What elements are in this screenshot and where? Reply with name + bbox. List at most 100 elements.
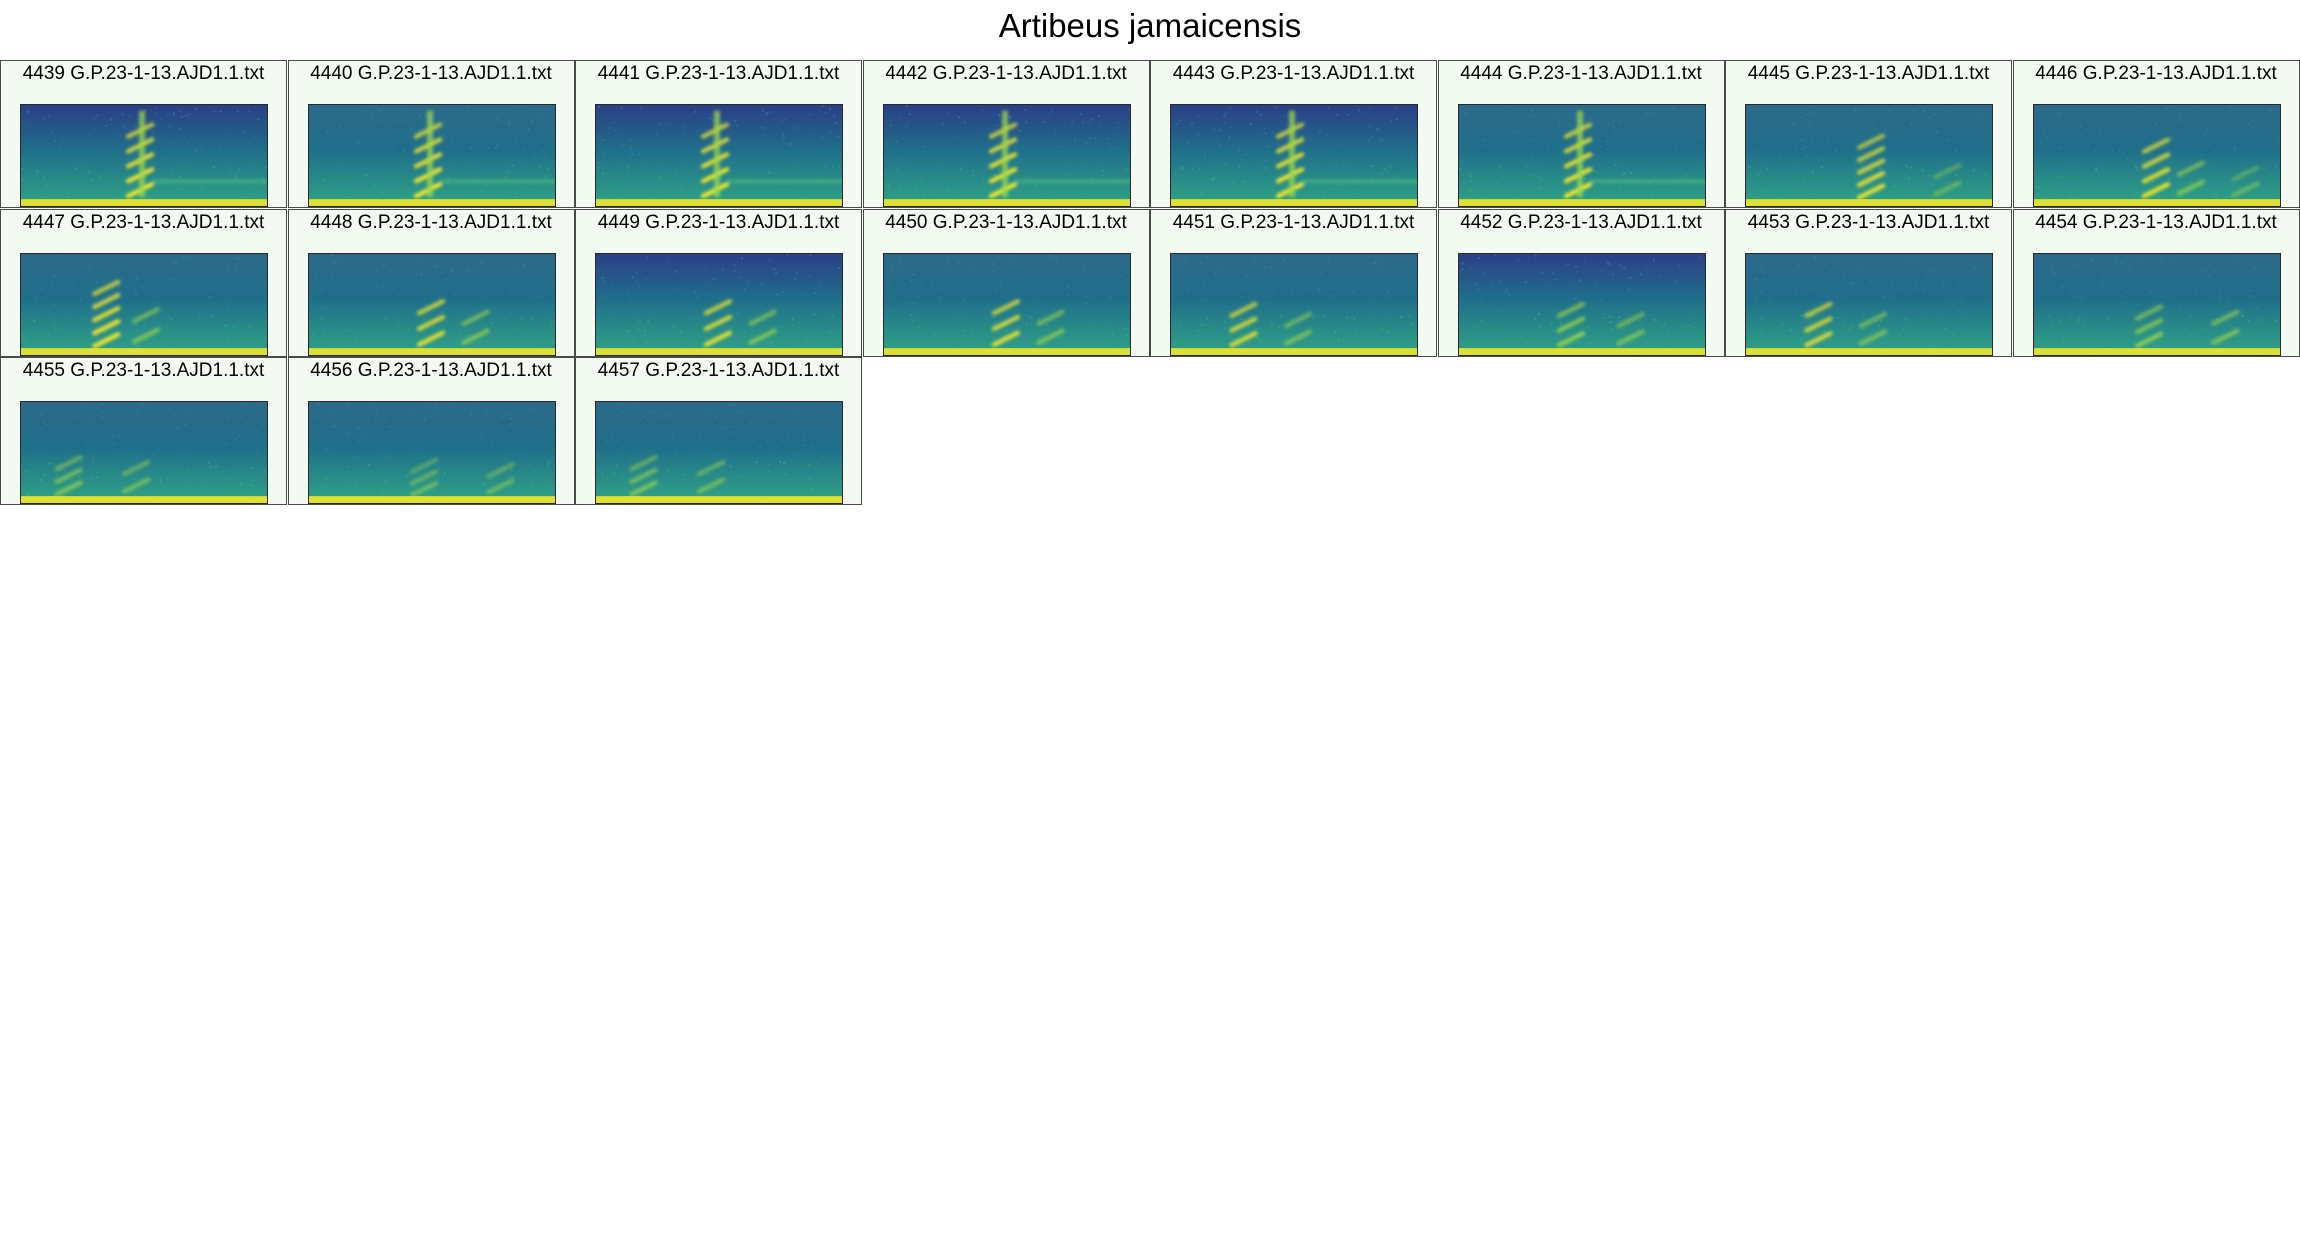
noise-speck	[374, 418, 377, 421]
noise-speck	[356, 428, 359, 431]
noise-speck	[1178, 119, 1181, 122]
noise-speck	[784, 142, 787, 145]
noise-speck	[178, 109, 181, 112]
noise-speck	[459, 332, 462, 335]
noise-speck	[1377, 129, 1380, 132]
noise-speck	[234, 438, 237, 441]
noise-speck	[1461, 261, 1464, 264]
noise-speck	[761, 346, 764, 349]
noise-speck	[1963, 146, 1966, 149]
noise-speck	[631, 153, 634, 156]
noise-speck	[1488, 338, 1491, 341]
noise-speck	[349, 152, 352, 155]
noise-speck	[805, 341, 808, 344]
harmonic-stroke	[629, 480, 658, 497]
noise-speck	[50, 304, 53, 307]
noise-speck	[1907, 319, 1910, 321]
noise-speck	[1941, 275, 1944, 278]
noise-speck	[649, 431, 652, 434]
spectrogram-image	[1745, 252, 1993, 356]
noise-speck	[182, 454, 185, 457]
noise-speck	[1357, 109, 1360, 112]
noise-speck	[523, 476, 526, 478]
noise-speck	[993, 321, 996, 324]
noise-speck	[526, 307, 529, 310]
noise-speck	[113, 443, 116, 446]
noise-speck	[148, 261, 151, 264]
noise-speck	[263, 266, 266, 269]
noise-speck	[1084, 195, 1087, 198]
noise-speck	[1197, 329, 1200, 332]
noise-speck	[761, 337, 764, 340]
noise-speck	[24, 341, 27, 344]
noise-speck	[197, 344, 200, 347]
noise-speck	[546, 462, 549, 465]
noise-speck	[1171, 195, 1174, 198]
onset-band	[1576, 110, 1583, 198]
noise-speck	[908, 113, 911, 116]
noise-speck	[1933, 268, 1936, 271]
noise-speck	[1024, 262, 1027, 265]
noise-speck	[236, 110, 239, 113]
noise-speck	[145, 482, 148, 485]
noise-speck	[326, 448, 329, 451]
noise-speck	[1290, 289, 1293, 292]
noise-speck	[255, 280, 258, 283]
noise-speck	[113, 196, 116, 199]
noise-speck	[1016, 141, 1019, 144]
noise-speck	[721, 268, 724, 270]
noise-speck	[1973, 266, 1976, 269]
noise-speck	[440, 405, 443, 408]
noise-speck	[542, 477, 545, 480]
noise-speck	[1217, 265, 1220, 268]
noise-speck	[2215, 317, 2218, 320]
noise-speck	[1928, 174, 1931, 177]
spectrogram-tile: 4455 G.P.23-1-13.AJD1.1.txt	[0, 357, 287, 505]
noise-speck	[1238, 149, 1241, 152]
noise-speck	[1650, 141, 1653, 144]
noise-speck	[515, 447, 518, 450]
noise-speck	[1109, 274, 1112, 277]
harmonic-stroke	[1856, 158, 1886, 175]
call-strokes	[703, 298, 777, 347]
noise-speck	[2162, 164, 2165, 167]
noise-speck	[528, 339, 531, 342]
noise-speck	[1241, 326, 1244, 329]
noise-speck	[530, 120, 533, 123]
noise-speck	[1508, 276, 1511, 279]
noise-speck	[1356, 311, 1359, 314]
noise-speck	[1177, 291, 1180, 294]
noise-speck	[1975, 284, 1978, 287]
noise-speck	[100, 411, 103, 414]
noise-speck	[984, 254, 987, 257]
noise-speck	[1490, 326, 1493, 329]
noise-speck	[708, 293, 711, 296]
noise-speck	[819, 282, 822, 285]
noise-speck	[1182, 278, 1185, 281]
noise-speck	[598, 346, 601, 349]
noise-speck	[894, 167, 897, 170]
noise-speck	[2171, 194, 2174, 197]
noise-speck	[651, 428, 654, 431]
noise-speck	[2126, 290, 2129, 293]
noise-speck	[251, 485, 254, 488]
noise-speck	[313, 493, 316, 496]
spectrogram-background	[21, 402, 267, 503]
noise-speck	[1907, 177, 1910, 180]
noise-speck	[1574, 265, 1577, 268]
noise-speck	[1905, 128, 1908, 131]
noise-speck	[951, 191, 954, 194]
noise-speck	[656, 162, 659, 165]
noise-speck	[507, 437, 510, 440]
noise-speck	[95, 280, 98, 283]
noise-speck	[1821, 268, 1824, 271]
noise-speck	[1608, 315, 1611, 318]
noise-speck	[160, 117, 163, 120]
noise-speck	[21, 168, 24, 171]
noise-speck	[2169, 135, 2172, 138]
onset-band	[714, 110, 720, 198]
noise-speck	[1631, 126, 1634, 129]
noise-speck	[711, 178, 714, 181]
noise-speck	[432, 264, 435, 267]
noise-speck	[480, 437, 483, 440]
